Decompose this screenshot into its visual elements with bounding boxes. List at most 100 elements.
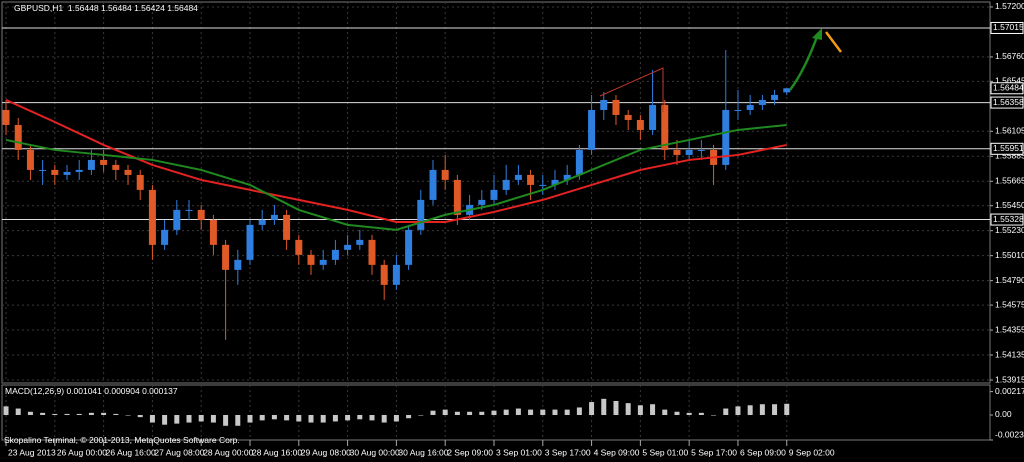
candle-body — [148, 189, 156, 245]
candle-body — [551, 179, 559, 185]
x-tick-label: 5 Sep 01:00 — [642, 447, 688, 457]
x-tick-label: 26 Aug 00:00 — [57, 447, 107, 457]
y-tick-label: 1.53915 — [995, 374, 1024, 384]
macd-bar — [162, 414, 168, 425]
candle-body — [209, 219, 217, 245]
macd-bar — [613, 400, 619, 415]
y-tick-label: 0.00 — [995, 409, 1012, 419]
macd-bar — [418, 414, 424, 416]
level-label-box — [990, 213, 1024, 226]
level-label-box — [990, 96, 1024, 109]
macd-bar — [320, 414, 326, 423]
candle-body — [478, 199, 486, 205]
candle-body — [539, 184, 547, 186]
candle-body — [600, 99, 608, 110]
y-tick-label: 1.56760 — [995, 51, 1024, 61]
macd-bar — [113, 413, 119, 415]
candle-body — [100, 159, 108, 165]
y-tick-label: 1.55885 — [995, 151, 1024, 161]
macd-bar — [491, 410, 497, 415]
candle-body — [2, 109, 10, 125]
triangle-drawing — [599, 67, 664, 112]
macd-bar — [284, 414, 290, 421]
macd-bar — [784, 403, 790, 415]
symbol: GBPUSD,H1 — [14, 3, 64, 13]
macd-bar — [149, 414, 155, 423]
macd-bar — [503, 409, 509, 415]
candle-body — [75, 169, 83, 172]
level-label: 1.55328 — [993, 214, 1024, 224]
macd-bar — [198, 414, 204, 422]
candle-body — [563, 174, 571, 180]
y-tick-label: 1.57200 — [995, 1, 1024, 11]
candle-body — [722, 109, 730, 165]
macd-bar — [345, 414, 351, 421]
level-label: 1.57015 — [993, 22, 1024, 32]
y-tick-label: 1.55450 — [995, 200, 1024, 210]
macd-signal: 0.000904 — [104, 386, 140, 396]
candle-body — [26, 149, 34, 170]
y-tick-label: 1.55010 — [995, 250, 1024, 260]
macd-bar — [759, 404, 765, 415]
x-tick-label: 23 Aug 2013 — [8, 447, 56, 457]
candle-body — [222, 244, 230, 270]
macd-bar — [357, 414, 363, 420]
macd-bar — [174, 414, 180, 424]
macd-bar — [332, 414, 338, 422]
candle-body — [356, 239, 364, 245]
candle-body — [307, 254, 315, 265]
candle-body — [527, 174, 535, 185]
x-tick-label: 27 Aug 08:00 — [154, 447, 204, 457]
level-label-box — [990, 142, 1024, 155]
candle-body — [270, 214, 278, 220]
macd-bar — [88, 412, 94, 415]
macd-bar — [576, 407, 582, 415]
candle-body — [783, 88, 791, 93]
x-tick-label: 26 Aug 16:00 — [106, 447, 156, 457]
candle-body — [136, 174, 144, 190]
macd-bar — [674, 411, 680, 415]
macd-bar — [76, 413, 82, 415]
y-tick-label: 1.54355 — [995, 324, 1024, 334]
macd-bar — [564, 409, 570, 415]
candle-body — [161, 229, 169, 245]
x-tick-label: 2 Sep 09:00 — [447, 447, 493, 457]
macd-bar — [601, 398, 607, 415]
y-tick-label: -0.00232 — [995, 429, 1024, 439]
macd-bar — [223, 414, 229, 426]
macd-title: MACD(12,26,9) — [5, 386, 65, 396]
macd-bar — [15, 408, 21, 415]
candle-body — [771, 94, 779, 100]
candle-body — [624, 114, 632, 120]
level-label: 1.55951 — [993, 143, 1024, 153]
candle-body — [514, 174, 522, 180]
main-panel-frame — [1, 1, 991, 384]
forecast-arrow-up — [788, 33, 820, 91]
macd-bar — [210, 414, 216, 423]
candle-body — [661, 104, 669, 150]
macd-bar — [686, 412, 692, 415]
x-tick-label: 6 Sep 09:00 — [740, 447, 786, 457]
close-value: 1.56484 — [167, 3, 198, 13]
candle-body — [295, 239, 303, 255]
macd-bar — [101, 412, 107, 415]
candle-body — [368, 239, 376, 265]
macd-bar — [430, 410, 436, 415]
y-tick-label: 1.54575 — [995, 299, 1024, 309]
macd-bar — [454, 411, 460, 415]
candle-body — [575, 149, 583, 175]
x-tick-label: 3 Sep 01:00 — [496, 447, 542, 457]
candle-body — [63, 171, 71, 175]
x-tick-label: 28 Aug 00:00 — [203, 447, 253, 457]
x-tick-label: 9 Sep 02:00 — [789, 447, 835, 457]
macd-bar — [528, 409, 534, 415]
candle-body — [39, 169, 47, 171]
macd-bar — [247, 414, 253, 423]
macd-bar — [772, 404, 778, 415]
macd-bar — [637, 405, 643, 415]
candle-body — [685, 149, 693, 155]
candle-body — [612, 99, 620, 115]
macd-bar — [735, 406, 741, 415]
macd-bar — [381, 414, 387, 423]
